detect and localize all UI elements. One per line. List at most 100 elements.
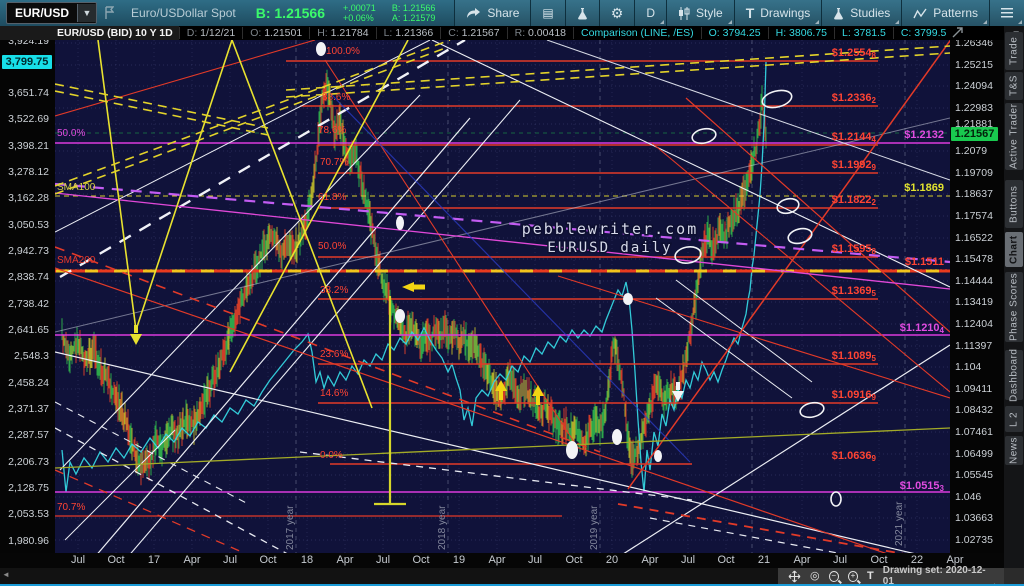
- right-axis-label: 1.11397: [955, 340, 993, 352]
- left-axis-label: 2,641.65: [8, 324, 49, 336]
- text-tool-icon[interactable]: T: [867, 570, 874, 582]
- sidebar-tab-active-trader[interactable]: Active Trader: [1005, 103, 1023, 170]
- time-axis-tick: Jul: [375, 554, 391, 566]
- last-price-badge: 1.21567: [951, 127, 998, 141]
- left-axis-label: 2,838.74: [8, 271, 49, 283]
- timeframe-button[interactable]: D: [634, 0, 666, 26]
- crosshair-icon[interactable]: ◎: [810, 570, 820, 582]
- time-axis-tick: Oct: [717, 554, 735, 566]
- time-axis-tick: Jul: [680, 554, 696, 566]
- right-axis-label: 1.15478: [955, 253, 993, 265]
- sidebar-tab-t-s[interactable]: T&S: [1005, 72, 1023, 100]
- quick-study-button[interactable]: [564, 0, 599, 26]
- right-axis-label: 1.18637: [955, 188, 993, 200]
- left-axis-label: 2,287.57: [8, 429, 49, 441]
- right-axis-label: 1.02735: [955, 534, 993, 546]
- comparison-high: H: 3806.75: [767, 27, 834, 39]
- right-axis-label: 1.08432: [955, 404, 993, 416]
- right-axis-label: 1.104: [955, 361, 982, 373]
- patterns-button[interactable]: Patterns: [901, 0, 989, 26]
- time-axis[interactable]: Jul Oct 17 Apr Jul Oct 18 Apr Jul Oct 19 Apr Jul Oct 2…: [0, 553, 1024, 568]
- text-tool-icon: T: [745, 5, 755, 21]
- hamburger-icon: [1001, 8, 1013, 18]
- time-axis-tick: Apr: [641, 554, 659, 566]
- right-axis-label: 1.19709: [955, 167, 993, 179]
- sidebar-tab-l-2[interactable]: L 2: [1005, 406, 1023, 432]
- comparison-close: C: 3799.5: [892, 27, 954, 39]
- drawings-button[interactable]: T Drawings: [733, 0, 822, 26]
- es-price-badge: 3,799.75: [2, 55, 52, 69]
- time-axis-tick: Apr: [488, 554, 506, 566]
- left-axis-label: 2,738.42: [8, 298, 49, 310]
- symbol-text: EUR/USD: [15, 6, 70, 20]
- left-axis-label: 2,458.24: [8, 377, 49, 389]
- change-stack: +.00071 +0.06%: [343, 3, 376, 23]
- settings-button[interactable]: ⚙: [598, 0, 635, 26]
- time-axis-tick: Oct: [870, 554, 888, 566]
- right-axis-label: 1.046: [955, 491, 982, 503]
- sidebar-tab-phase-scores[interactable]: Phase Scores: [1005, 272, 1023, 342]
- maximize-chart-icon[interactable]: [951, 26, 964, 39]
- sidebar-tab-dashboard[interactable]: Dashboard: [1005, 348, 1023, 402]
- right-axis-label: 1.12404: [955, 318, 993, 330]
- symbol-dropdown-caret[interactable]: ▼: [77, 4, 97, 22]
- right-axis-label: 1.2079: [955, 145, 988, 157]
- time-axis-tick: 19: [452, 554, 466, 566]
- comparison-low: L: 3781.5: [834, 27, 893, 39]
- right-axis-label: 1.07461: [955, 426, 993, 438]
- right-sidebar: Trade T&S Active Trader Buttons Chart Phase S…: [1004, 26, 1024, 568]
- chart-header-row: EUR/USD (BID) 10 Y 1D D: 1/12/21 O: 1.21…: [0, 26, 1024, 40]
- studies-button[interactable]: Studies: [821, 0, 902, 26]
- status-bar: ◄ ◎ − + T Drawing set: 2020-12-01: [0, 565, 1024, 586]
- sidebar-tab-chart[interactable]: Chart: [1005, 232, 1023, 267]
- right-axis-label: 1.14444: [955, 275, 993, 287]
- style-button[interactable]: Style: [666, 0, 734, 26]
- left-axis-label: 3,278.12: [8, 166, 49, 178]
- high-cell: H: 1.21784: [309, 27, 375, 39]
- scroll-left-arrow[interactable]: ◄: [2, 570, 10, 579]
- change-percent: +0.06%: [343, 13, 374, 23]
- share-button[interactable]: Share: [454, 0, 531, 26]
- chart-title: EUR/USD (BID) 10 Y 1D: [0, 26, 179, 40]
- comparison-open: O: 3794.25: [700, 27, 768, 39]
- instrument-name: Euro/USDollar Spot: [131, 6, 236, 20]
- sidebar-tab-news[interactable]: News: [1005, 436, 1023, 465]
- zoom-in-icon[interactable]: +: [847, 570, 859, 582]
- right-axis-label: 1.13419: [955, 296, 993, 308]
- left-axis-label: 3,162.28: [8, 192, 49, 204]
- close-cell: C: 1.21567: [440, 27, 506, 39]
- right-axis-label: 1.06499: [955, 448, 993, 460]
- candlestick-icon: [679, 6, 690, 20]
- sidebar-tab-buttons[interactable]: Buttons: [1005, 180, 1023, 228]
- flask-icon: [577, 7, 587, 19]
- time-axis-tick: Apr: [946, 554, 964, 566]
- right-axis-label: 1.25215: [955, 59, 993, 71]
- symbol-input[interactable]: EUR/USD ▼: [6, 2, 98, 24]
- time-axis-tick: Apr: [336, 554, 354, 566]
- drawing-set-selector[interactable]: Drawing set: 2020-12-01: [883, 565, 995, 586]
- left-axis-label: 3,050.53: [8, 219, 49, 231]
- left-axis-label: 2,053.53: [8, 508, 49, 520]
- open-cell: O: 1.21501: [242, 27, 309, 39]
- right-axis-label: 1.24094: [955, 80, 993, 92]
- right-price-axis[interactable]: 1.26346 1.25215 1.24094 1.22983 1.21881 1.207…: [950, 37, 1004, 553]
- link-icon[interactable]: [104, 6, 115, 20]
- left-axis-label: 2,371.37: [8, 403, 49, 415]
- menu-button[interactable]: [989, 0, 1024, 26]
- flask-icon: [834, 7, 844, 19]
- left-price-axis[interactable]: 3,924.19 3,651.74 3,522.69 3,398.21 3,278.12…: [0, 35, 55, 553]
- chart-zoom-controls: ◎ − + T Drawing set: 2020-12-01: [778, 565, 1024, 586]
- alerts-button[interactable]: ▤: [530, 0, 565, 26]
- left-axis-label: 2,206.73: [8, 456, 49, 468]
- pan-icon[interactable]: [788, 570, 801, 583]
- time-axis-tick: Jul: [222, 554, 238, 566]
- corner-resize-box: [1003, 568, 1024, 584]
- time-axis-tick: Apr: [793, 554, 811, 566]
- zoom-out-icon[interactable]: −: [828, 570, 839, 582]
- range-cell: R: 0.00418: [506, 27, 573, 39]
- sidebar-tab-trade[interactable]: Trade: [1005, 32, 1023, 70]
- time-axis-tick: Oct: [259, 554, 277, 566]
- right-axis-label: 1.26346: [955, 37, 993, 49]
- chart-plot-area[interactable]: [55, 40, 950, 553]
